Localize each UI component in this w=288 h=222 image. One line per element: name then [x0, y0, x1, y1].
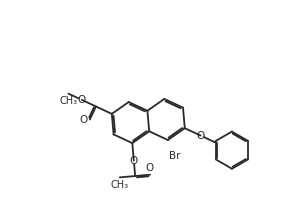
- Text: O: O: [130, 156, 138, 166]
- Text: O: O: [196, 131, 205, 141]
- Text: O: O: [79, 115, 88, 125]
- Text: CH₃: CH₃: [59, 96, 77, 106]
- Text: O: O: [78, 95, 86, 105]
- Text: Br: Br: [169, 151, 181, 161]
- Text: O: O: [146, 163, 154, 173]
- Text: CH₃: CH₃: [111, 180, 129, 190]
